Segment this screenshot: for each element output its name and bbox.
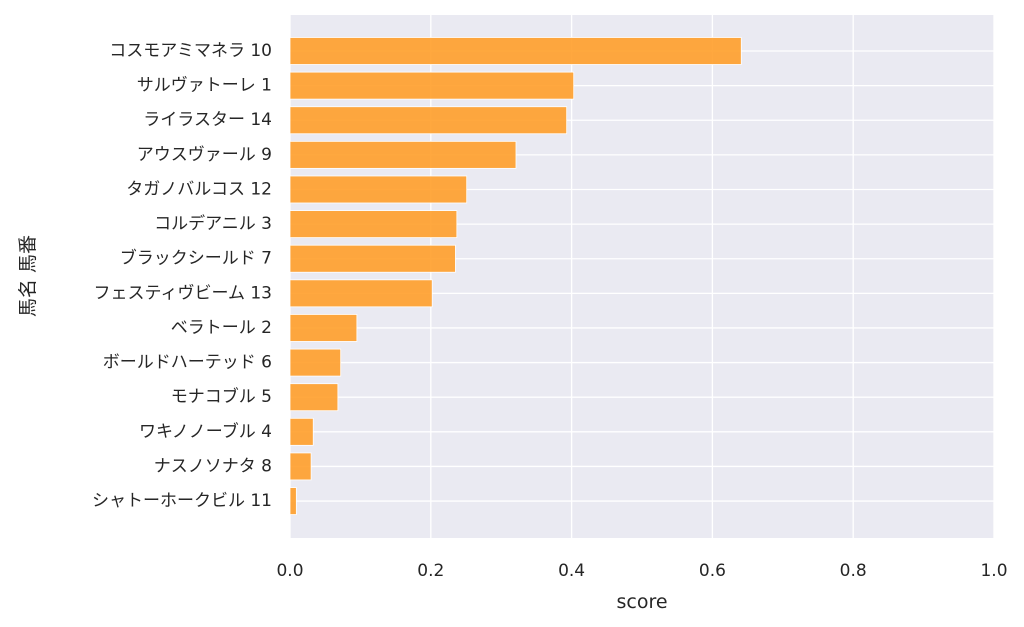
y-tick-label: コルデアニル 3 — [154, 213, 272, 234]
bar — [289, 244, 456, 273]
y-tick-label: ナスノソナタ 8 — [154, 456, 272, 476]
bar — [289, 210, 458, 239]
y-tick-label: モナコブル 5 — [171, 386, 272, 407]
y-tick-label: コスモアミマネラ 10 — [109, 41, 272, 61]
bar — [289, 37, 742, 65]
x-tick-label: 0.4 — [558, 561, 585, 581]
bar — [289, 487, 297, 515]
y-tick-label: フェスティヴビーム 13 — [93, 283, 272, 303]
y-tick-label: シャトーホークビル 11 — [92, 491, 272, 511]
x-tick-label: 0.2 — [417, 561, 444, 581]
y-tick-label: ワキノノーブル 4 — [139, 421, 272, 442]
y-axis-title: 馬名 馬番 — [17, 235, 39, 317]
x-tick-label: 0.6 — [699, 561, 726, 581]
bar — [289, 279, 433, 308]
bar — [289, 175, 468, 204]
bar — [289, 383, 339, 412]
x-tick-label: 0.8 — [840, 561, 867, 581]
bar — [289, 106, 568, 135]
bar — [289, 71, 575, 100]
y-tick-label: ボールドハーテッド 6 — [103, 353, 272, 373]
y-tick-label: アウスヴァール 9 — [137, 145, 272, 165]
bar — [289, 314, 358, 342]
bar-layer — [289, 37, 742, 515]
bar — [289, 348, 342, 377]
y-tick-label: ブラックシールド 7 — [120, 248, 272, 269]
y-tick-labels: コスモアミマネラ 10 サルヴァトーレ 1 ライラスター 14 アウスヴァール 9 タガ… — [92, 41, 272, 511]
x-axis-title: score — [616, 591, 667, 613]
x-tick-label: 0.0 — [276, 561, 303, 581]
y-tick-label: サルヴァトーレ 1 — [137, 76, 272, 96]
x-tick-labels: 0.0 0.2 0.4 0.6 0.8 1.0 — [276, 561, 1007, 581]
y-tick-label: ベラトール 2 — [171, 318, 272, 338]
bar — [289, 140, 517, 169]
x-tick-label: 1.0 — [980, 561, 1007, 581]
y-tick-label: タガノバルコス 12 — [126, 179, 272, 199]
plot-area — [290, 15, 994, 538]
bar — [289, 452, 312, 481]
bar — [289, 417, 314, 446]
y-tick-label: ライラスター 14 — [143, 110, 272, 130]
